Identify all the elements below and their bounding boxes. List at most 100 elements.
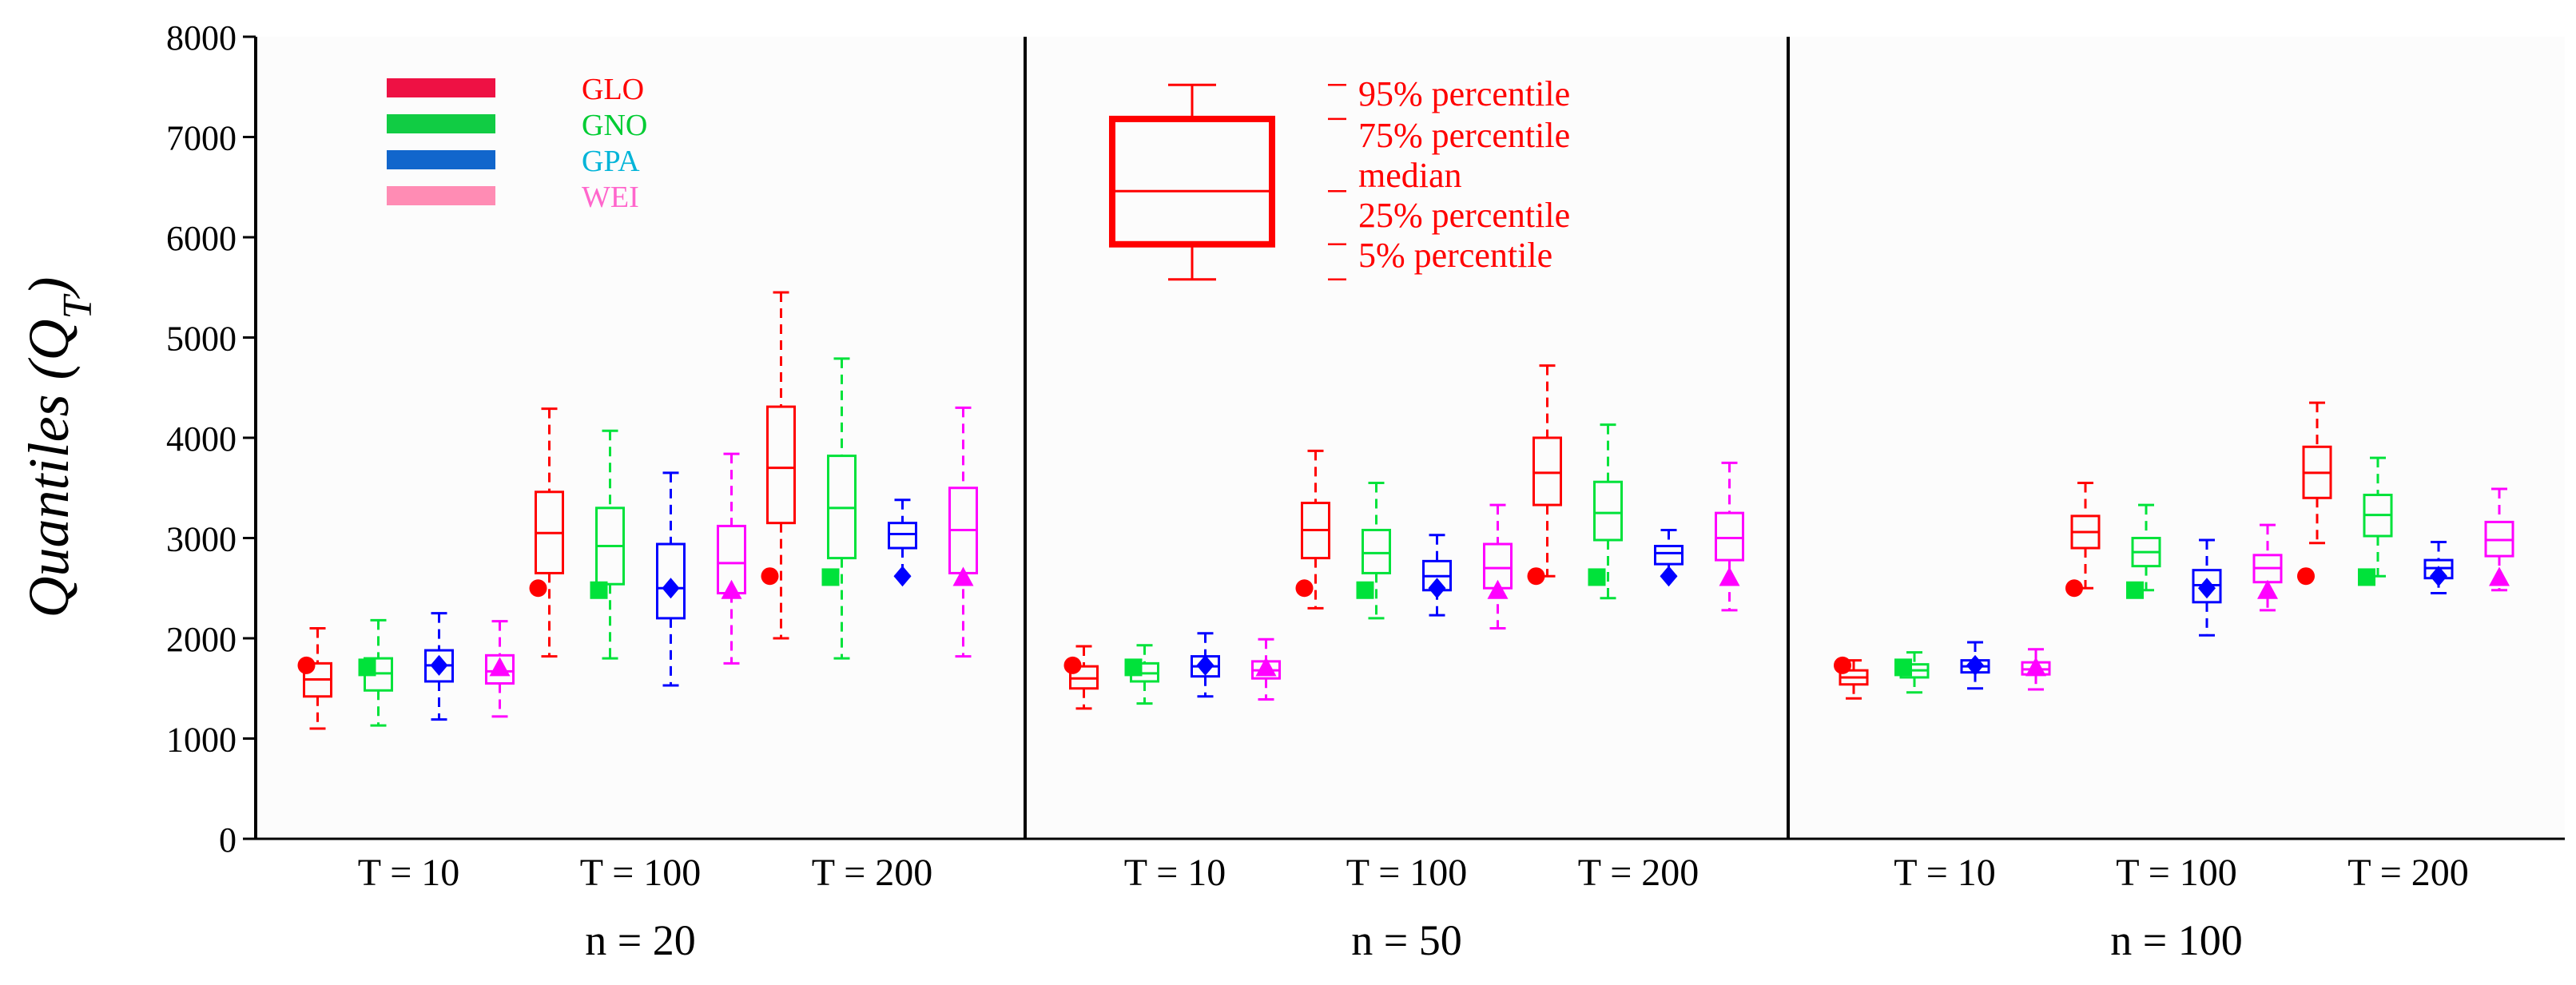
panel-label: n = 50 <box>1351 916 1461 964</box>
box-wei <box>1251 637 1281 701</box>
group-label: T = 10 <box>1124 852 1226 894</box>
panel: T = 10 T = 100 T = 200 n = 20 <box>297 291 978 964</box>
box-glo <box>1295 449 1330 610</box>
true-value-marker <box>2489 566 2510 586</box>
box-wei <box>485 620 515 718</box>
legend-label: WEI <box>582 181 639 214</box>
legend-entry-wei: WEI <box>387 181 639 214</box>
group-label: T = 200 <box>812 852 933 894</box>
true-value-marker <box>761 567 779 586</box>
box-iqr <box>888 522 917 550</box>
y-axis-label-close: ) <box>17 277 81 300</box>
key-label: 25% percentile <box>1358 196 1570 235</box>
box-group: T = 200 <box>761 291 978 894</box>
box-glo <box>761 291 796 640</box>
true-value-marker <box>662 578 680 599</box>
key-label: 5% percentile <box>1358 236 1552 275</box>
box-group: T = 100 <box>1295 449 1513 894</box>
box-iqr <box>485 653 515 685</box>
group-label: T = 100 <box>1346 852 1468 894</box>
true-value-marker <box>2257 579 2278 599</box>
y-tick-label: 4000 <box>166 419 237 459</box>
box-gno <box>358 618 393 727</box>
box-gno <box>1124 644 1159 705</box>
box-glo <box>297 626 332 730</box>
true-value-marker <box>489 657 511 677</box>
box-glo <box>2065 481 2101 598</box>
box-iqr <box>1715 511 1744 562</box>
box-gpa <box>1960 641 1990 690</box>
panel: T = 10 T = 100 T = 200 n = 100 <box>1834 401 2514 964</box>
true-value-marker <box>358 658 376 677</box>
group-label: T = 10 <box>1894 852 1996 894</box>
box-glo <box>1527 364 1562 586</box>
box-wei <box>1715 461 1744 612</box>
true-value-marker <box>2198 578 2216 599</box>
true-value-marker <box>721 579 742 599</box>
true-value-marker <box>2126 581 2144 599</box>
key-box <box>1109 115 1275 248</box>
box-gno <box>590 429 625 660</box>
box-gpa <box>1191 632 1220 698</box>
box-gno <box>1588 423 1623 600</box>
box-group: T = 200 <box>2297 401 2514 894</box>
true-value-marker <box>1124 658 1143 677</box>
group-label: T = 200 <box>1578 852 1699 894</box>
legend-entry-glo: GLO <box>387 73 644 106</box>
box-gno <box>2126 503 2161 599</box>
true-value-marker <box>1966 654 1984 676</box>
true-value-marker <box>529 579 547 598</box>
group-label: T = 100 <box>2116 852 2237 894</box>
y-tick-label: 2000 <box>166 620 237 659</box>
box-iqr <box>1362 528 1391 574</box>
box-glo <box>529 407 564 658</box>
true-value-marker <box>1894 658 1912 677</box>
true-value-marker <box>2297 567 2315 586</box>
true-value-marker <box>1196 654 1214 676</box>
box-iqr <box>656 542 686 620</box>
box-glo <box>1834 656 1869 700</box>
box-wei <box>717 452 746 665</box>
y-axis: 0 1000 2000 3000 4000 5000 6000 7000 8000 <box>166 18 2565 860</box>
true-value-marker <box>2065 579 2083 598</box>
box-gpa <box>424 612 454 721</box>
true-value-marker <box>430 654 448 676</box>
y-axis-label: Quantiles (QT) <box>17 277 101 618</box>
true-value-marker <box>1527 567 1545 586</box>
plot-area <box>256 37 2565 839</box>
true-value-marker <box>1834 656 1851 674</box>
legend-label: GPA <box>582 145 640 178</box>
true-value-marker <box>1063 656 1082 674</box>
true-value-marker <box>2025 657 2046 677</box>
true-value-marker <box>1719 566 1740 586</box>
legend-entry-gno: GNO <box>387 109 647 142</box>
y-tick-label: 3000 <box>166 520 237 559</box>
true-value-marker <box>590 581 608 599</box>
box-wei <box>1483 503 1513 630</box>
box-gpa <box>888 498 917 587</box>
plot-frame <box>256 37 2565 839</box>
true-value-marker <box>297 656 316 674</box>
box-group: T = 100 <box>2065 481 2283 894</box>
y-axis-label-subscript: T <box>55 293 101 319</box>
true-value-marker <box>821 568 840 586</box>
group-label: T = 10 <box>358 852 460 894</box>
box-iqr <box>1532 436 1562 506</box>
true-value-marker <box>1588 568 1606 586</box>
box-gno <box>2358 456 2393 586</box>
box-group: T = 10 <box>297 612 515 894</box>
y-tick-label: 8000 <box>166 18 237 58</box>
y-tick-label: 0 <box>219 820 237 860</box>
panel-label: n = 100 <box>2110 916 2242 964</box>
y-tick-label: 1000 <box>166 721 237 760</box>
box-gpa <box>656 471 686 687</box>
group-label: T = 200 <box>2347 852 2469 894</box>
legend-entry-gpa: GPA <box>387 145 640 178</box>
true-value-marker <box>2430 566 2447 587</box>
true-value-marker <box>1255 657 1277 677</box>
y-tick-label: 6000 <box>166 219 237 258</box>
